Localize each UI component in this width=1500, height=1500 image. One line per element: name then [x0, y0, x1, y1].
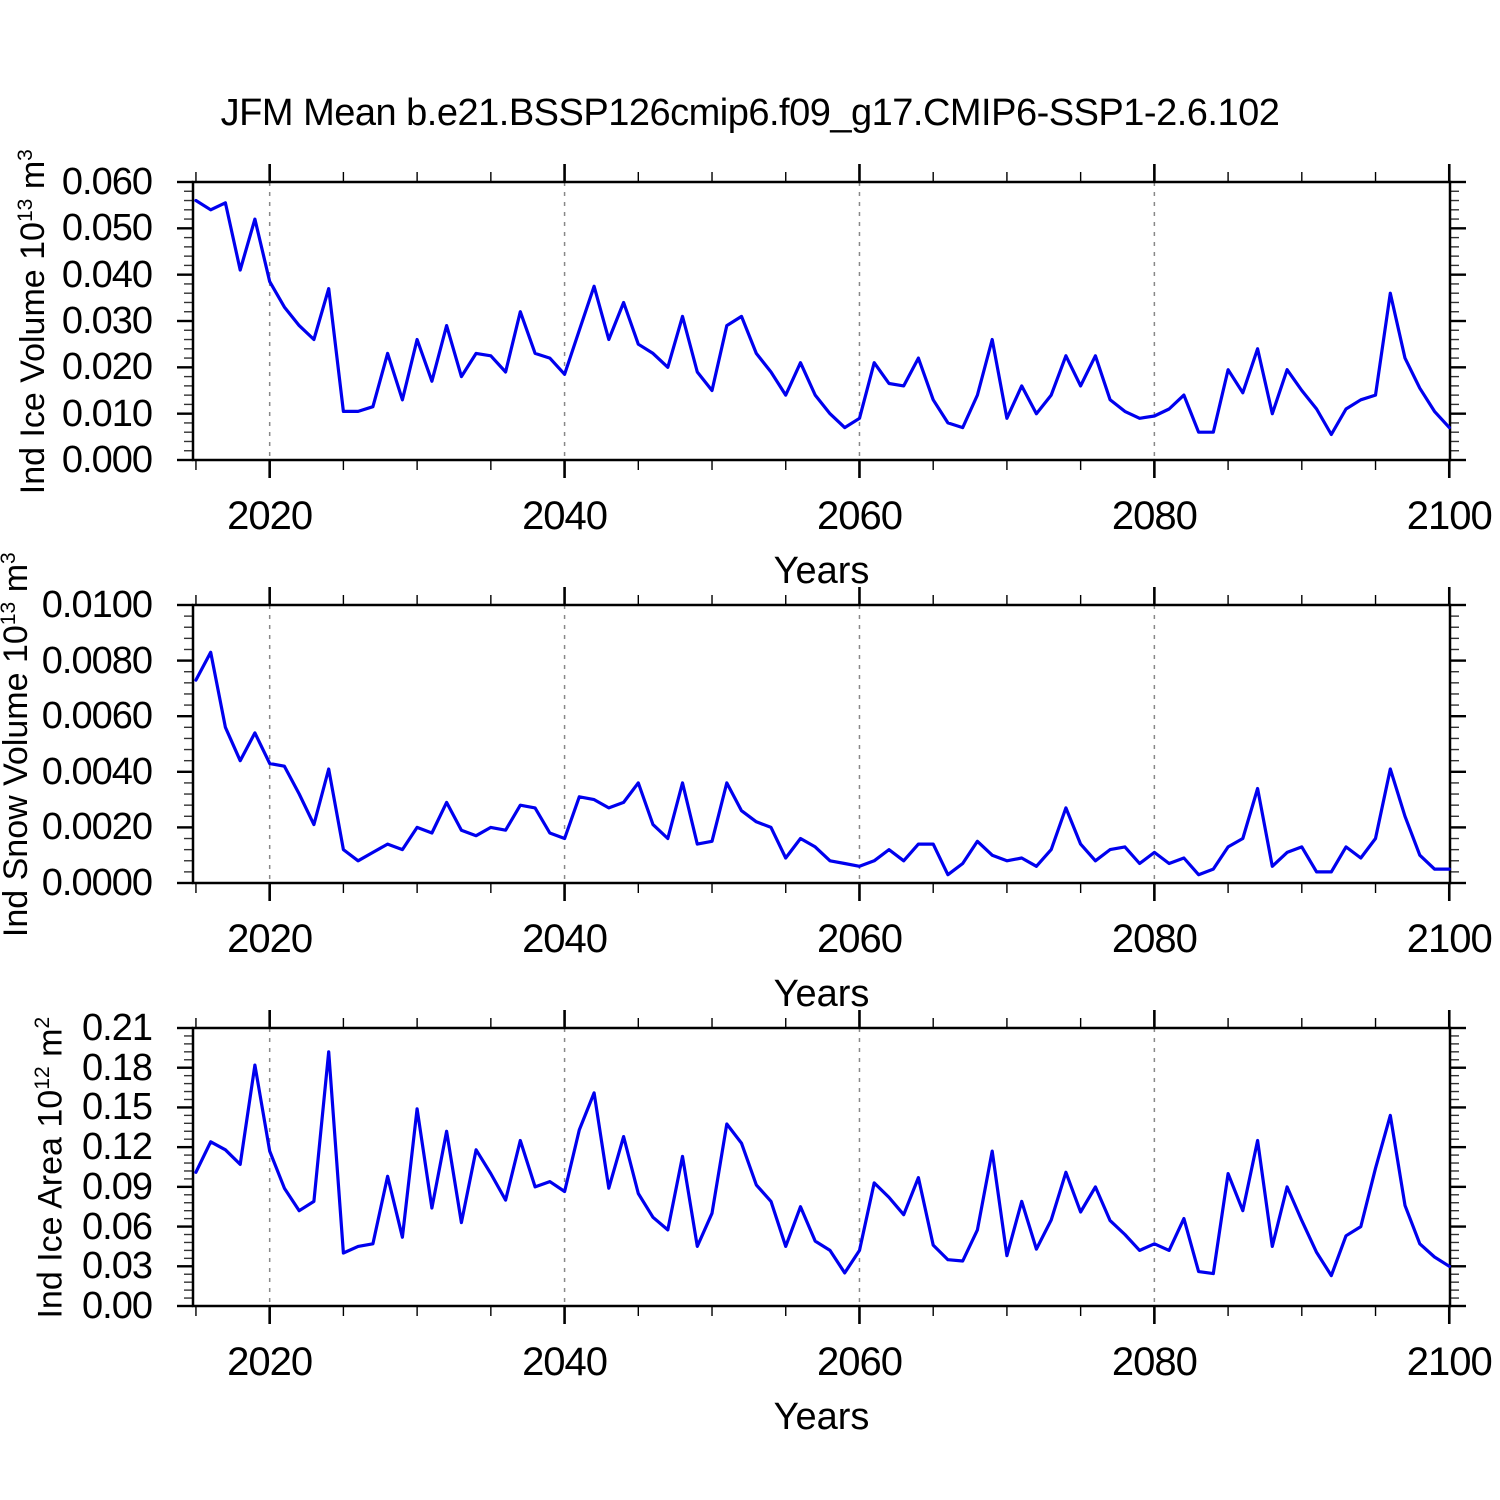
y-tick-label: 0.21 — [82, 1007, 153, 1049]
x-axis-title-ice-area: Years — [773, 1396, 870, 1438]
y-tick-label: 0.020 — [61, 346, 153, 389]
x-tick-label: 2020 — [227, 1340, 313, 1384]
y-tick-label: 0.010 — [61, 392, 153, 435]
x-axis-title-snow-volume: Years — [773, 973, 870, 1015]
x-tick-label: 2040 — [522, 494, 608, 538]
y-tick-label: 0.0040 — [41, 750, 153, 793]
y-tick-label: 0.050 — [61, 207, 153, 250]
y-tick-label: 0.040 — [61, 253, 153, 296]
ice-volume-line — [194, 198, 1451, 437]
y-tick-label: 0.18 — [82, 1046, 153, 1089]
y-tick-label: 0.09 — [82, 1165, 153, 1208]
x-tick-label: 2100 — [1406, 1340, 1493, 1384]
x-tick-label: 2020 — [227, 494, 313, 538]
x-tick-label: 2100 — [1406, 917, 1493, 961]
y-tick-label: 0.00 — [82, 1285, 153, 1327]
y-tick-label: 0.030 — [61, 300, 153, 342]
y-axis-title-unit-exponent: 3 — [0, 552, 19, 564]
y-tick-label: 0.0060 — [41, 695, 153, 738]
x-tick-label: 2060 — [816, 1340, 903, 1384]
x-tick-label: 2040 — [522, 1340, 608, 1384]
y-tick-label: 0.06 — [82, 1205, 153, 1248]
y-tick-label: 0.0100 — [41, 584, 153, 626]
figure-title: JFM Mean b.e21.BSSP126cmip6.f09_g17.CMIP… — [220, 92, 1280, 134]
ice-area-plot — [177, 1010, 1466, 1324]
x-tick-label: 2020 — [227, 917, 313, 961]
y-tick-label: 0.000 — [61, 439, 153, 481]
snow-volume-line — [194, 650, 1451, 877]
x-tick-label: 2060 — [816, 917, 903, 961]
y-tick-label: 0.12 — [82, 1126, 153, 1169]
y-tick-label: 0.0000 — [41, 862, 153, 904]
y-tick-label: 0.15 — [82, 1086, 153, 1129]
x-tick-label: 2080 — [1111, 494, 1198, 538]
ice-area-line — [194, 1050, 1451, 1278]
snow-volume-plot — [177, 587, 1466, 901]
y-tick-label: 0.0080 — [41, 639, 153, 682]
y-tick-label: 0.0020 — [41, 806, 153, 849]
x-tick-label: 2040 — [522, 917, 608, 961]
y-tick-label: 0.060 — [61, 161, 153, 203]
x-tick-label: 2100 — [1406, 494, 1493, 538]
x-axis-title-ice-volume: Years — [773, 550, 870, 592]
x-tick-label: 2060 — [816, 494, 903, 538]
x-tick-label: 2080 — [1111, 917, 1198, 961]
ice-volume-plot — [177, 164, 1466, 478]
x-tick-label: 2080 — [1111, 1340, 1198, 1384]
y-tick-label: 0.03 — [82, 1245, 153, 1288]
